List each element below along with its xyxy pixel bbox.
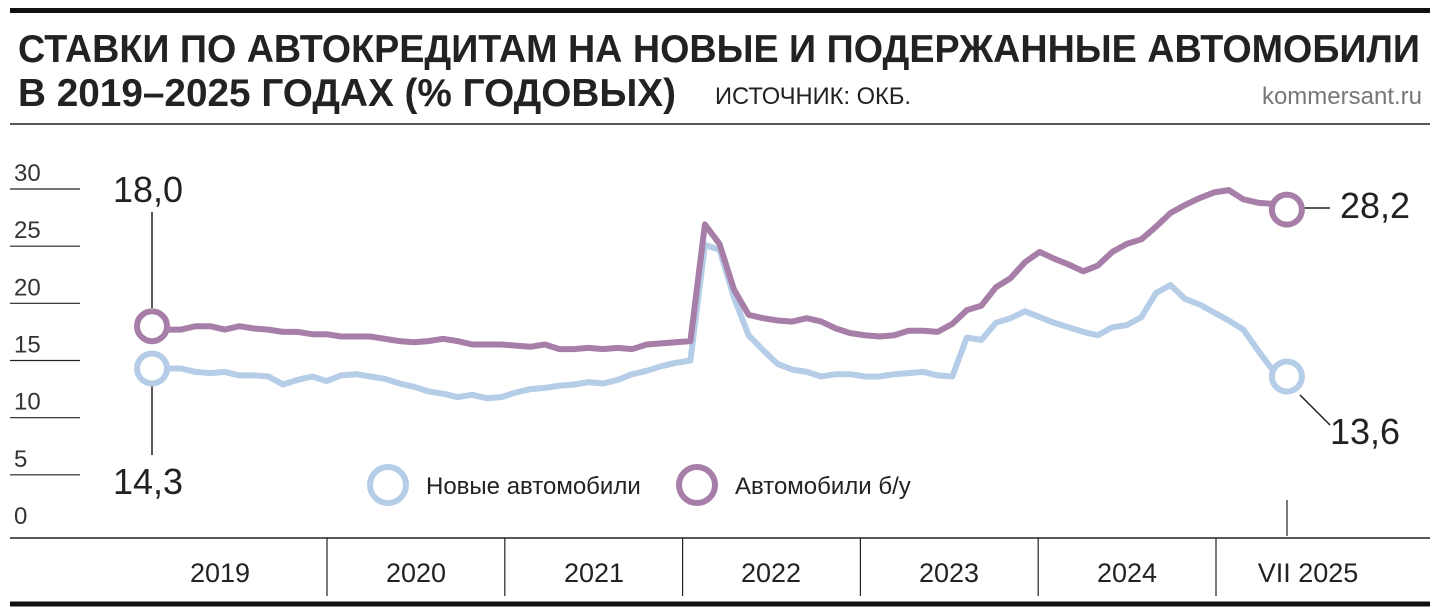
y-tick-label: 20 <box>14 274 41 301</box>
x-tick-label: 2020 <box>386 558 446 588</box>
x-tick-label: 2024 <box>1097 558 1157 588</box>
end-marker <box>1268 358 1305 395</box>
series-line <box>151 187 1288 353</box>
value-label: 18,0 <box>113 169 183 210</box>
chart-title: СТАВКИ ПО АВТОКРЕДИТАМ НА НОВЫЕ И ПОДЕРЖ… <box>18 28 1420 71</box>
y-tick-label: 5 <box>14 446 27 473</box>
y-tick-label: 10 <box>14 389 41 416</box>
value-label: 28,2 <box>1340 185 1410 226</box>
y-tick-label: 0 <box>14 503 27 530</box>
end-marker <box>1268 191 1305 228</box>
x-tick-label: 2023 <box>919 558 979 588</box>
series-line <box>152 242 1289 402</box>
source: ИСТОЧНИК: ОКБ. <box>715 83 911 110</box>
legend-marker <box>367 464 409 506</box>
legend-label: Новые автомобили <box>426 473 641 500</box>
value-label: 14,3 <box>113 461 183 502</box>
end-marker <box>134 350 170 387</box>
x-tick-label: 2021 <box>564 558 624 588</box>
chart-title: В 2019–2025 ГОДАХ (% ГОДОВЫХ) <box>18 72 676 115</box>
legend-marker <box>676 464 718 506</box>
y-tick-label: 15 <box>14 332 41 359</box>
leader-line <box>1299 394 1331 426</box>
site: kommersant.ru <box>1262 83 1422 110</box>
x-tick-label: 2022 <box>741 558 801 588</box>
x-tick-label: 2019 <box>190 558 250 588</box>
y-tick-label: 30 <box>14 160 41 187</box>
x-tick-label: VII 2025 <box>1258 558 1359 588</box>
legend-label: Автомобили б/у <box>735 473 911 500</box>
y-tick-label: 25 <box>14 217 41 244</box>
top-rule <box>10 8 1430 13</box>
end-marker <box>134 308 170 345</box>
value-label: 13,6 <box>1330 411 1400 452</box>
